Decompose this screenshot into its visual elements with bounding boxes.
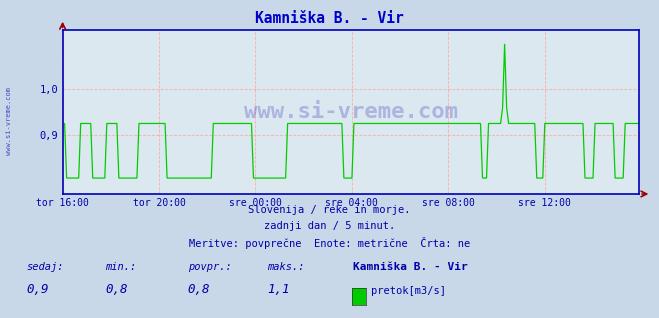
Text: sedaj:: sedaj: bbox=[26, 262, 64, 272]
Text: 0,9: 0,9 bbox=[26, 283, 49, 296]
Text: pretok[m3/s]: pretok[m3/s] bbox=[371, 286, 446, 296]
Text: www.si-vreme.com: www.si-vreme.com bbox=[5, 87, 12, 155]
Text: Meritve: povprečne  Enote: metrične  Črta: ne: Meritve: povprečne Enote: metrične Črta:… bbox=[189, 237, 470, 249]
Text: Kamniška B. - Vir: Kamniška B. - Vir bbox=[255, 11, 404, 26]
Text: povpr.:: povpr.: bbox=[188, 262, 231, 272]
Text: 0,8: 0,8 bbox=[105, 283, 128, 296]
Text: 0,8: 0,8 bbox=[188, 283, 210, 296]
Text: www.si-vreme.com: www.si-vreme.com bbox=[244, 102, 458, 122]
Text: min.:: min.: bbox=[105, 262, 136, 272]
Text: zadnji dan / 5 minut.: zadnji dan / 5 minut. bbox=[264, 221, 395, 231]
Text: Slovenija / reke in morje.: Slovenija / reke in morje. bbox=[248, 205, 411, 215]
Text: 1,1: 1,1 bbox=[267, 283, 289, 296]
Text: maks.:: maks.: bbox=[267, 262, 304, 272]
Text: Kamniška B. - Vir: Kamniška B. - Vir bbox=[353, 262, 467, 272]
